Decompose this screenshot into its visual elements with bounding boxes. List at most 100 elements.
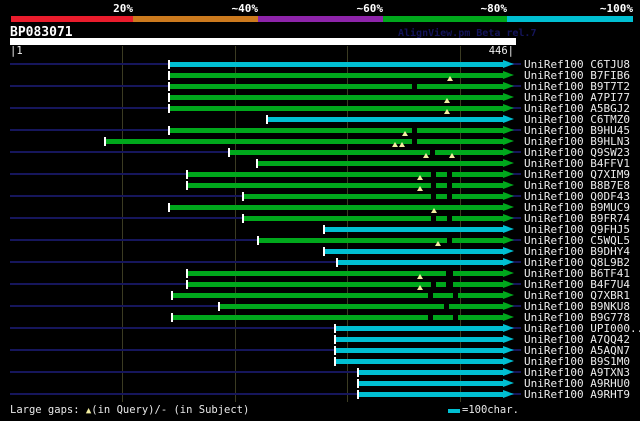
hit-alignment-bar[interactable] [325, 227, 503, 232]
alignment-start-tick [168, 93, 170, 102]
alignment-arrowhead-icon [503, 357, 514, 365]
alignment-arrowhead-icon [503, 104, 514, 112]
query-gap-triangle-icon [402, 131, 408, 136]
hit-label[interactable]: UniRef100_A5AQN7 [524, 345, 630, 356]
hit-alignment-bar[interactable] [230, 150, 503, 155]
query-extent-line [10, 261, 521, 263]
alignment-arrowhead-icon [503, 93, 514, 101]
alignment-start-tick [334, 335, 336, 344]
hit-alignment-bar[interactable] [170, 205, 503, 210]
hit-label[interactable]: UniRef100_B9G778 [524, 312, 630, 323]
alignment-arrowhead-icon [503, 60, 514, 68]
ruler-gridline [235, 46, 236, 402]
alignment-start-tick [266, 115, 268, 124]
alignment-start-tick [186, 181, 188, 190]
hit-label[interactable]: UniRef100_B6TF41 [524, 268, 630, 279]
hit-alignment-bar[interactable] [188, 271, 503, 276]
alignment-start-tick [242, 214, 244, 223]
hit-label[interactable]: UniRef100_B9HU45 [524, 125, 630, 136]
hit-alignment-bar[interactable] [170, 62, 503, 67]
alignment-arrowhead-icon [503, 335, 514, 343]
alignment-start-tick [334, 324, 336, 333]
hit-alignment-bar[interactable] [325, 249, 503, 254]
alignment-arrowhead-icon [503, 280, 514, 288]
alignment-start-tick [168, 203, 170, 212]
alignment-arrowhead-icon [503, 148, 514, 156]
hit-label[interactable]: UniRef100_Q7XIM9 [524, 169, 630, 180]
subject-gap-mark [431, 282, 436, 287]
hit-alignment-bar[interactable] [336, 337, 503, 342]
hit-label[interactable]: UniRef100_B4FFV1 [524, 158, 630, 169]
hit-label[interactable]: UniRef100_A9RHT9 [524, 389, 630, 400]
query-gap-triangle-icon [417, 175, 423, 180]
query-extent-line [10, 393, 521, 395]
hit-label[interactable]: UniRef100_B9HLN3 [524, 136, 630, 147]
hit-alignment-bar[interactable] [268, 117, 503, 122]
hit-alignment-bar[interactable] [188, 183, 503, 188]
hit-label[interactable]: UniRef100_Q8L9B2 [524, 257, 630, 268]
query-extent-line [10, 327, 521, 329]
alignment-start-tick [168, 82, 170, 91]
hit-alignment-bar[interactable] [188, 172, 503, 177]
gap-legend: Large gaps: ▲(in Query)/- (in Subject) [10, 404, 249, 416]
hit-alignment-bar[interactable] [336, 348, 503, 353]
subject-gap-mark [412, 84, 417, 89]
hit-alignment-bar[interactable] [170, 106, 503, 111]
hit-alignment-bar[interactable] [170, 128, 503, 133]
alignment-start-tick [257, 236, 259, 245]
hit-alignment-bar[interactable] [359, 370, 503, 375]
hit-label[interactable]: UniRef100_B9MUC9 [524, 202, 630, 213]
hit-alignment-bar[interactable] [359, 381, 503, 386]
subject-gap-mark [431, 183, 436, 188]
hit-alignment-bar[interactable] [170, 95, 503, 100]
alignment-start-tick [168, 60, 170, 69]
query-gap-triangle-icon [444, 98, 450, 103]
hit-alignment-bar[interactable] [336, 326, 503, 331]
hit-label[interactable]: UniRef100_B9S1M0 [524, 356, 630, 367]
hit-label[interactable]: UniRef100_Q7XBR1 [524, 290, 630, 301]
hit-alignment-bar[interactable] [173, 293, 503, 298]
hit-alignment-bar[interactable] [259, 238, 503, 243]
hit-label[interactable]: UniRef100_C6TJU8 [524, 59, 630, 70]
alignment-arrowhead-icon [503, 115, 514, 123]
hit-label[interactable]: UniRef100_B7FIB6 [524, 70, 630, 81]
hit-alignment-bar[interactable] [258, 161, 503, 166]
hit-label[interactable]: UniRef100_Q9FHJ5 [524, 224, 630, 235]
hit-alignment-bar[interactable] [106, 139, 503, 144]
hit-label[interactable]: UniRef100_B8B7E8 [524, 180, 630, 191]
hit-label[interactable]: UniRef100_C6TMZ0 [524, 114, 630, 125]
query-gap-triangle-icon [392, 142, 398, 147]
hit-label[interactable]: UniRef100_B9FR74 [524, 213, 630, 224]
query-gap-triangle-icon [449, 153, 455, 158]
hit-alignment-bar[interactable] [244, 216, 503, 221]
hit-alignment-bar[interactable] [170, 84, 503, 89]
hit-alignment-bar[interactable] [220, 304, 503, 309]
hit-label[interactable]: UniRef100_B9NKU8 [524, 301, 630, 312]
hit-label[interactable]: UniRef100_Q0DF43 [524, 191, 630, 202]
hit-label[interactable]: UniRef100_C5WQL5 [524, 235, 630, 246]
hit-label[interactable]: UniRef100_B9T7T2 [524, 81, 630, 92]
hit-label[interactable]: UniRef100_A7QQ42 [524, 334, 630, 345]
alignment-arrowhead-icon [503, 170, 514, 178]
alignment-start-tick [171, 313, 173, 322]
subject-gap-mark [447, 216, 452, 221]
hit-alignment-bar[interactable] [338, 260, 503, 265]
hit-label[interactable]: UniRef100_A9TXN3 [524, 367, 630, 378]
alignment-arrowhead-icon [503, 225, 514, 233]
hit-alignment-bar[interactable] [188, 282, 503, 287]
hit-alignment-bar[interactable] [173, 315, 503, 320]
hit-label[interactable]: UniRef100_Q9SW23 [524, 147, 630, 158]
hit-label[interactable]: UniRef100_A7PI77 [524, 92, 630, 103]
hit-alignment-bar[interactable] [244, 194, 503, 199]
hit-label[interactable]: UniRef100_A5BGJ2 [524, 103, 630, 114]
hit-alignment-bar[interactable] [170, 73, 503, 78]
alignment-start-tick [357, 379, 359, 388]
hit-label[interactable]: UniRef100_UPI000.. [524, 323, 640, 334]
hit-alignment-bar[interactable] [336, 359, 503, 364]
hit-label[interactable]: UniRef100_B9DHY4 [524, 246, 630, 257]
hit-alignment-bar[interactable] [359, 392, 503, 397]
gap-triangle-icon: ▲ [85, 406, 92, 416]
hit-label[interactable]: UniRef100_B4F7U4 [524, 279, 630, 290]
alignment-start-tick [336, 258, 338, 267]
hit-label[interactable]: UniRef100_A9RHU0 [524, 378, 630, 389]
